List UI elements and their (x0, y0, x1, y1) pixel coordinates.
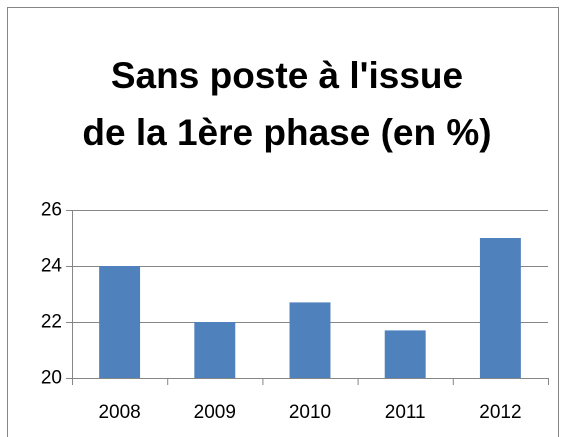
y-tick-label: 26 (41, 200, 62, 221)
chart-title: Sans poste à l'issue (111, 55, 463, 96)
bar (479, 238, 521, 378)
bar (384, 330, 426, 378)
bar (99, 266, 141, 378)
y-tick-label: 22 (41, 312, 62, 333)
x-tick-label: 2012 (479, 402, 521, 423)
x-tick-label: 2011 (385, 402, 426, 423)
x-tick-label: 2010 (289, 402, 331, 423)
y-tick-label: 24 (41, 256, 63, 277)
bar (289, 302, 331, 378)
bar (194, 322, 236, 378)
y-tick-label: 20 (41, 368, 62, 389)
x-tick-label: 2008 (98, 402, 140, 423)
chart-title: de la 1ère phase (en %) (82, 112, 491, 153)
x-tick-label: 2009 (194, 402, 236, 423)
